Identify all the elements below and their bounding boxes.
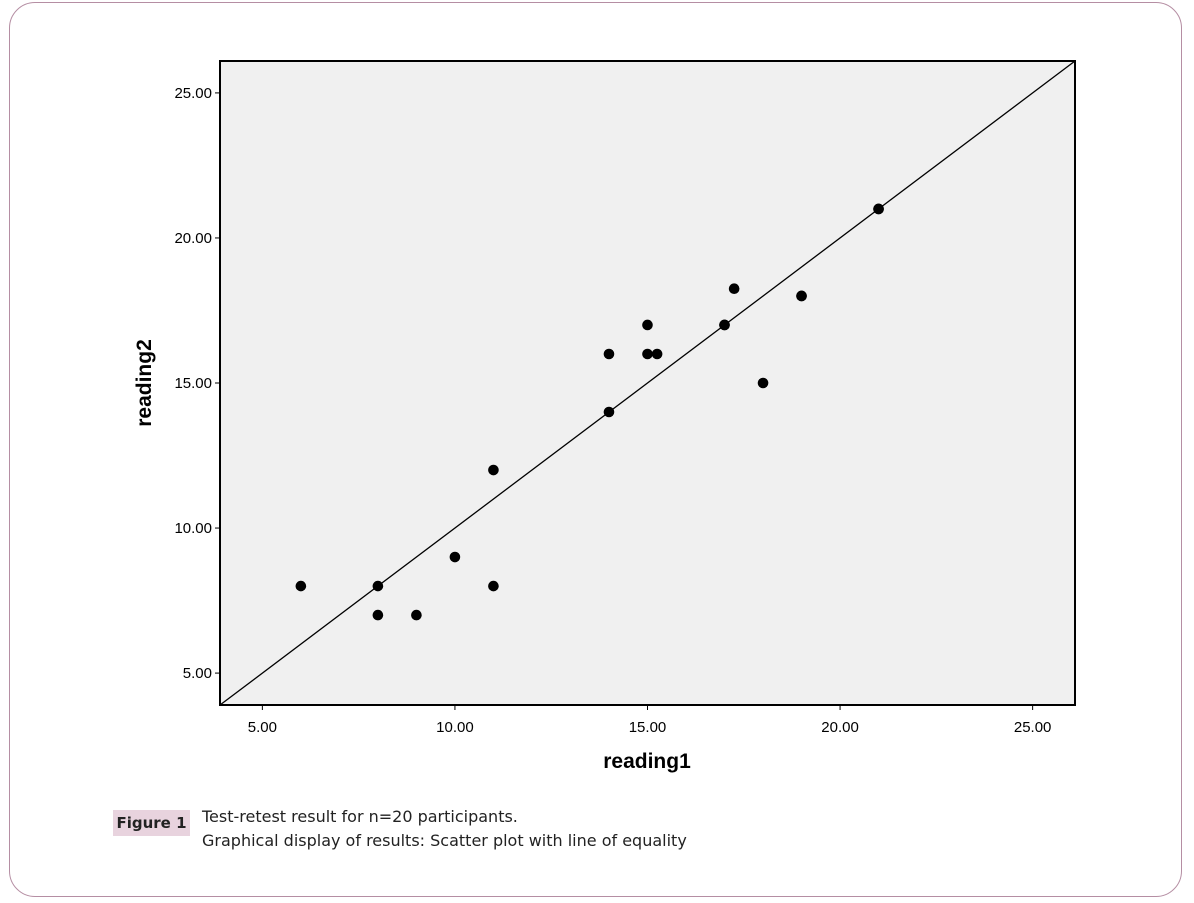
x-tick-label: 10.00 [436, 719, 474, 736]
data-point [651, 348, 663, 360]
x-tick-label: 5.00 [248, 719, 277, 736]
line-of-equality-path [219, 60, 1076, 706]
x-axis-ticks: 5.00 10.00 15.00 20.00 25.00 [248, 705, 1052, 736]
data-point [411, 609, 422, 621]
data-point [295, 580, 307, 592]
data-point [728, 283, 740, 295]
data-point [372, 609, 384, 621]
data-point [372, 580, 384, 592]
y-tick-label: 10.00 [174, 520, 212, 537]
x-axis-label: reading1 [603, 750, 691, 773]
data-point [642, 319, 653, 331]
line-of-equality [219, 60, 1076, 706]
y-tick-label: 15.00 [174, 375, 212, 392]
data-point [757, 377, 769, 389]
x-tick-label: 25.00 [1014, 719, 1052, 736]
caption-line-2: Graphical display of results: Scatter pl… [202, 831, 687, 850]
data-point [488, 464, 499, 476]
data-point [603, 406, 615, 418]
data-point [796, 290, 807, 302]
y-tick-label: 5.00 [183, 665, 212, 682]
data-point [642, 348, 653, 360]
caption-line-1: Test-retest result for n=20 participants… [202, 807, 518, 826]
y-tick-label: 20.00 [174, 230, 212, 247]
x-tick-label: 20.00 [821, 719, 859, 736]
data-point [488, 580, 499, 592]
data-point [449, 551, 461, 563]
figure-badge: Figure 1 [113, 810, 190, 836]
data-point [873, 203, 884, 215]
data-point [603, 348, 615, 360]
caption-text: Test-retest result for n=20 participants… [202, 805, 902, 853]
y-tick-label: 25.00 [174, 85, 212, 102]
y-axis-ticks: 5.00 10.00 15.00 20.00 25.00 [174, 85, 220, 682]
y-axis-label: reading2 [133, 339, 156, 427]
data-points [295, 203, 884, 621]
x-tick-label: 15.00 [629, 719, 667, 736]
data-point [719, 319, 730, 331]
